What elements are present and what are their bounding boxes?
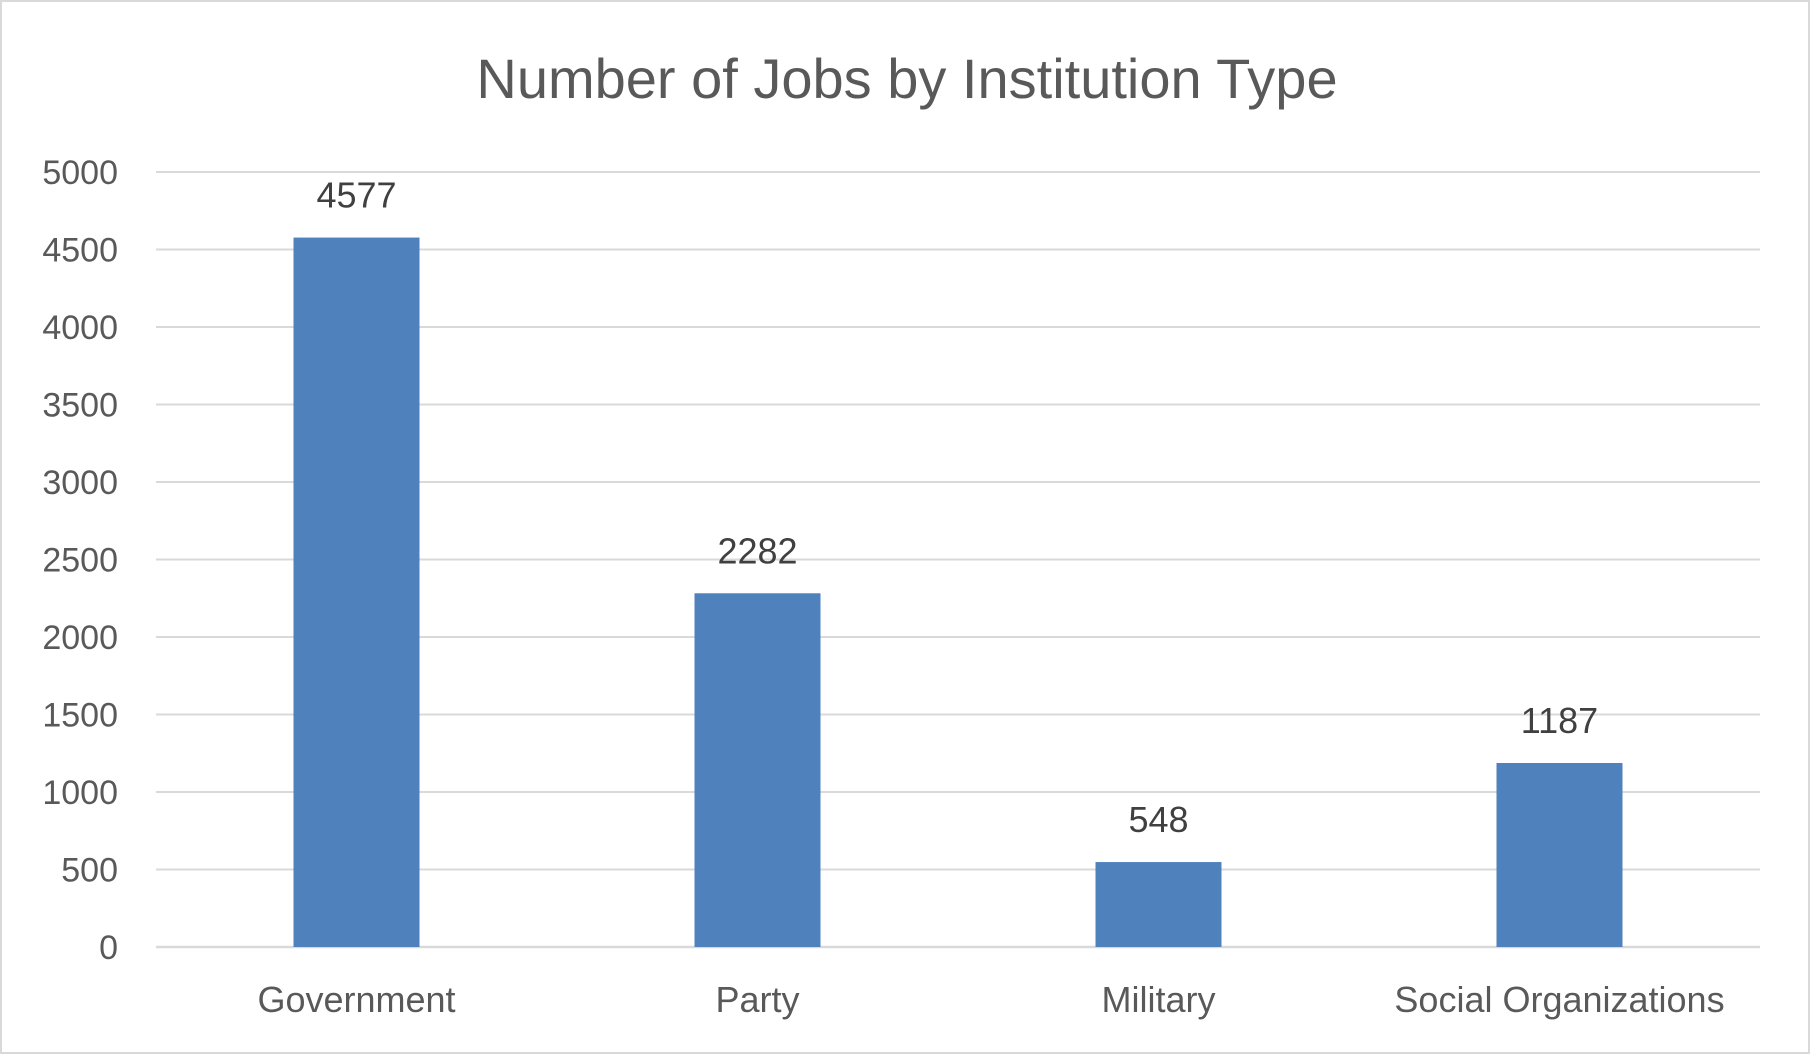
y-tick-label: 1000 [42, 774, 118, 812]
bar-military [1095, 862, 1222, 947]
y-tick-label: 0 [99, 929, 118, 967]
data-label: 4577 [316, 175, 396, 216]
bar-social-organizations [1496, 763, 1623, 947]
data-label: 2282 [717, 530, 797, 571]
y-tick-label: 1500 [42, 697, 118, 735]
data-labels: 4577 2282 548 1187 [316, 175, 1598, 840]
x-category-label: Party [715, 979, 799, 1020]
y-tick-label: 3500 [42, 387, 118, 425]
x-category-label: Military [1102, 979, 1216, 1020]
y-axis-ticks: 0 500 1000 1500 2000 2500 3000 3500 4000 4500 5000 [42, 154, 118, 967]
y-tick-label: 4000 [42, 309, 118, 347]
bar-government [293, 237, 420, 947]
y-tick-label: 500 [61, 852, 118, 890]
data-label: 548 [1128, 799, 1188, 840]
y-tick-label: 4500 [42, 232, 118, 270]
y-tick-label: 2500 [42, 542, 118, 580]
x-category-label: Government [257, 979, 455, 1020]
x-category-label: Social Organizations [1394, 979, 1724, 1020]
y-tick-label: 3000 [42, 464, 118, 502]
gridlines [156, 171, 1760, 949]
bars [293, 237, 1623, 947]
y-tick-label: 2000 [42, 619, 118, 657]
data-label: 1187 [1521, 700, 1598, 741]
x-axis-categories: Government Party Military Social Organizati… [257, 979, 1724, 1020]
chart-title: Number of Jobs by Institution Type [476, 47, 1337, 110]
bar-party [694, 593, 821, 947]
y-tick-label: 5000 [42, 154, 118, 192]
